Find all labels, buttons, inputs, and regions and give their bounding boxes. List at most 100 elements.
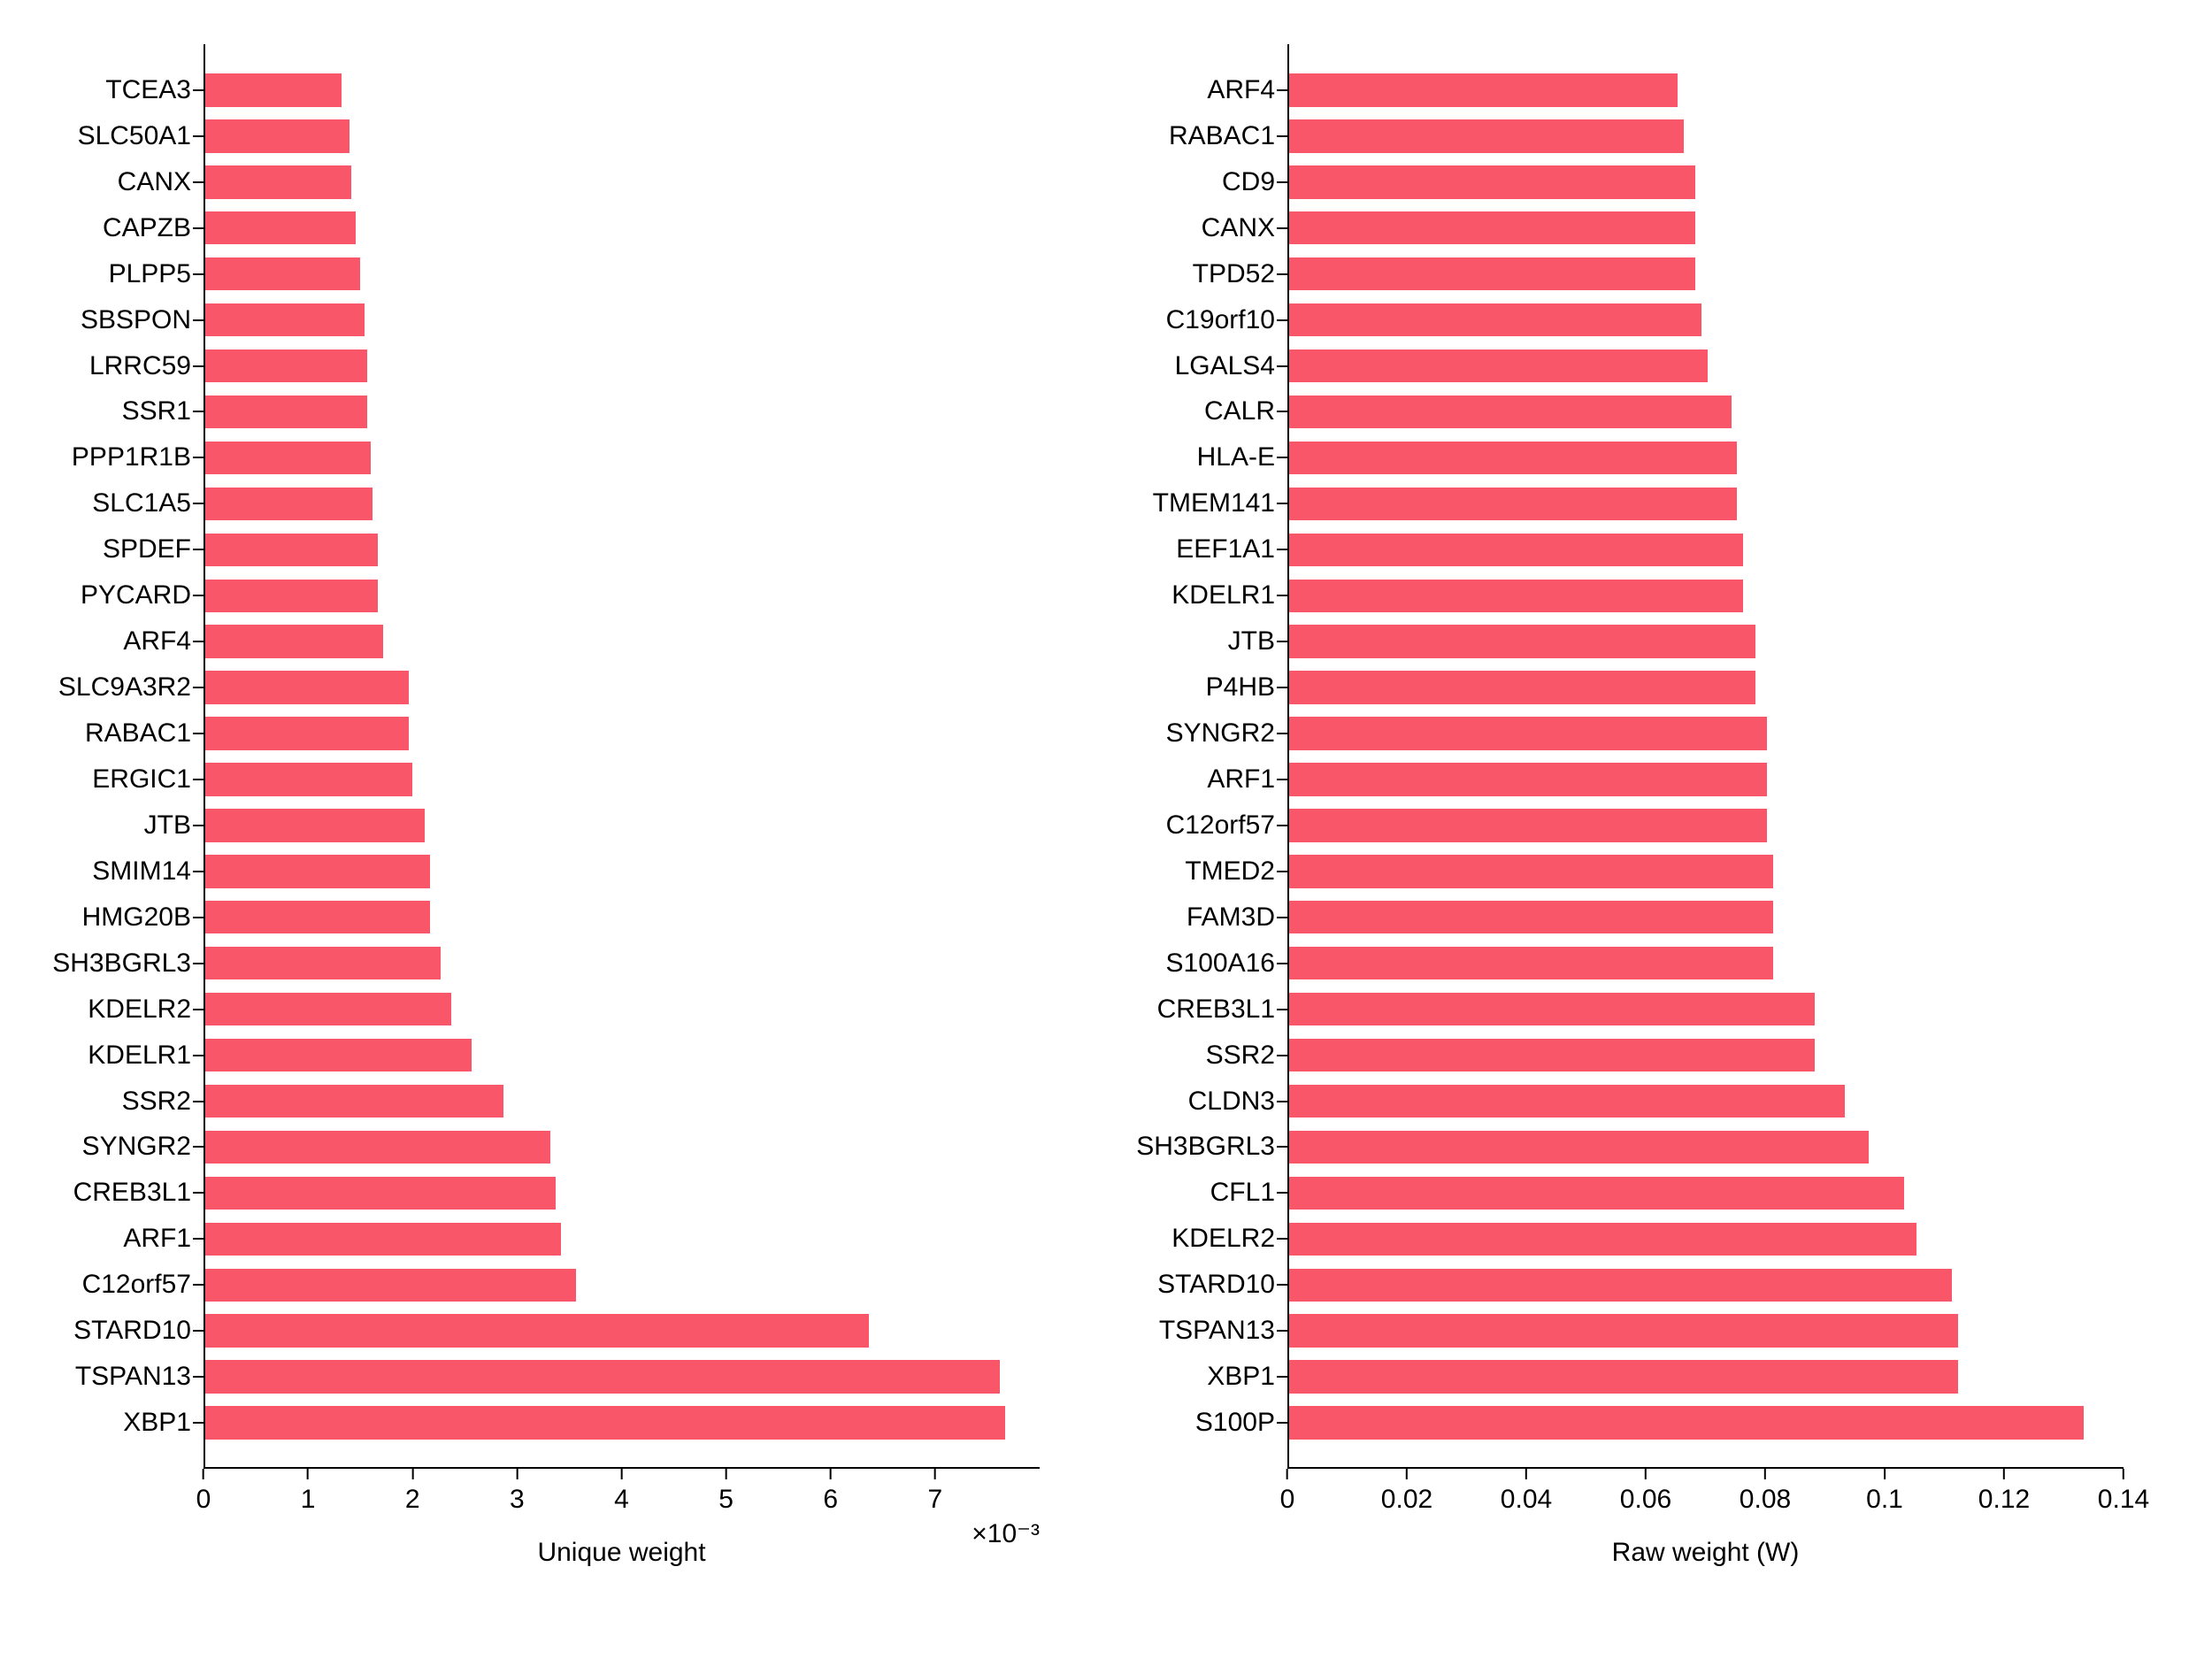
y-tick-label: ARF1: [123, 1224, 204, 1254]
bar: [1289, 855, 1773, 887]
y-tick-label: STARD10: [73, 1316, 204, 1346]
y-tick-label: SH3BGRL3: [52, 949, 204, 979]
y-tick-mark: [1277, 687, 1287, 688]
y-tick-label: C19orf10: [1166, 305, 1287, 335]
y-tick-mark: [1277, 1101, 1287, 1102]
bar: [205, 534, 378, 566]
figure: Unique weight ×10⁻³ TCEA3SLC50A1CANXCAPZ…: [0, 0, 2212, 1659]
y-tick-label: CANX: [1202, 213, 1287, 243]
bar: [1289, 211, 1695, 244]
y-tick-label: SPDEF: [103, 534, 204, 565]
y-tick-mark: [193, 641, 204, 642]
bar: [1289, 625, 1755, 657]
bar: [1289, 901, 1773, 933]
bar: [1289, 993, 1815, 1025]
y-tick-mark: [193, 595, 204, 596]
y-tick-label: CALR: [1204, 396, 1287, 426]
bar: [1289, 580, 1743, 612]
bar: [1289, 303, 1701, 336]
y-tick-label: PPP1R1B: [72, 442, 204, 472]
y-tick-mark: [193, 1192, 204, 1194]
y-tick-label: KDELR2: [88, 995, 204, 1025]
y-tick-label: XBP1: [1207, 1362, 1287, 1392]
y-tick-label: SBSPON: [81, 305, 204, 335]
y-tick-mark: [1277, 1055, 1287, 1056]
y-tick-label: TMED2: [1185, 856, 1287, 887]
y-tick-mark: [1277, 411, 1287, 412]
bar: [1289, 73, 1678, 106]
bar: [1289, 1269, 1952, 1302]
bar: [1289, 442, 1737, 474]
y-tick-label: SSR2: [1206, 1041, 1287, 1071]
y-tick-label: SH3BGRL3: [1136, 1132, 1287, 1162]
y-tick-label: FAM3D: [1187, 902, 1287, 933]
y-tick-label: CREB3L1: [1157, 995, 1287, 1025]
bar: [205, 119, 349, 152]
bar: [1289, 1314, 1958, 1347]
bar: [1289, 257, 1695, 290]
bar: [1289, 119, 1684, 152]
y-tick-label: STARD10: [1157, 1270, 1287, 1300]
y-tick-label: KDELR2: [1171, 1224, 1287, 1254]
right-panel: Raw weight (W) ARF4RABAC1CD9CANXTPD52C19…: [1287, 44, 2124, 1469]
y-tick-mark: [193, 1055, 204, 1056]
y-tick-mark: [1277, 549, 1287, 550]
y-tick-label: TSPAN13: [1159, 1316, 1287, 1346]
y-tick-label: SLC50A1: [78, 121, 204, 151]
x-tick-label: 5: [718, 1469, 733, 1515]
y-tick-label: LGALS4: [1175, 351, 1287, 381]
y-tick-mark: [193, 917, 204, 918]
bar: [1289, 488, 1737, 520]
y-tick-label: ARF4: [123, 626, 204, 657]
bar: [205, 488, 373, 520]
bar: [205, 625, 383, 657]
x-tick-label: 0.06: [1620, 1469, 1671, 1515]
y-tick-mark: [193, 549, 204, 550]
bar: [205, 763, 412, 795]
y-tick-label: S100P: [1195, 1408, 1287, 1438]
y-tick-mark: [193, 273, 204, 275]
y-tick-mark: [1277, 181, 1287, 183]
bar: [1289, 1131, 1869, 1164]
y-tick-mark: [193, 687, 204, 688]
y-tick-label: TMEM141: [1153, 488, 1287, 518]
bar: [1289, 534, 1743, 566]
y-tick-mark: [1277, 1009, 1287, 1010]
bar: [205, 303, 365, 336]
bar: [1289, 1223, 1916, 1256]
y-tick-label: SYNGR2: [82, 1132, 204, 1162]
y-tick-label: LRRC59: [89, 351, 204, 381]
bar: [205, 1406, 1005, 1439]
y-tick-label: S100A16: [1166, 949, 1287, 979]
y-tick-mark: [193, 503, 204, 504]
bar: [1289, 396, 1732, 428]
y-tick-mark: [1277, 227, 1287, 229]
y-tick-mark: [1277, 917, 1287, 918]
y-tick-label: HMG20B: [82, 902, 204, 933]
y-tick-mark: [193, 1284, 204, 1286]
y-tick-mark: [1277, 641, 1287, 642]
bar: [1289, 947, 1773, 979]
x-tick-label: 0.14: [2098, 1469, 2149, 1515]
x-tick-label: 0: [196, 1469, 211, 1515]
y-tick-label: KDELR1: [88, 1041, 204, 1071]
y-tick-mark: [1277, 733, 1287, 734]
y-tick-mark: [1277, 89, 1287, 91]
bar: [205, 809, 425, 841]
bar: [1289, 1177, 1904, 1210]
right-plot-area: [1287, 44, 2124, 1469]
x-tick-label: 0.1: [1866, 1469, 1903, 1515]
bar: [205, 1360, 1000, 1393]
x-tick-label: 4: [614, 1469, 629, 1515]
y-tick-mark: [1277, 503, 1287, 504]
x-tick-label: 3: [510, 1469, 525, 1515]
y-tick-mark: [1277, 1146, 1287, 1148]
bar: [1289, 671, 1755, 703]
y-tick-mark: [193, 1146, 204, 1148]
y-tick-label: EEF1A1: [1176, 534, 1287, 565]
y-tick-mark: [193, 1238, 204, 1240]
y-tick-label: C12orf57: [82, 1270, 204, 1300]
y-tick-mark: [193, 365, 204, 367]
y-tick-mark: [193, 1009, 204, 1010]
x-tick-label: 0.08: [1740, 1469, 1791, 1515]
